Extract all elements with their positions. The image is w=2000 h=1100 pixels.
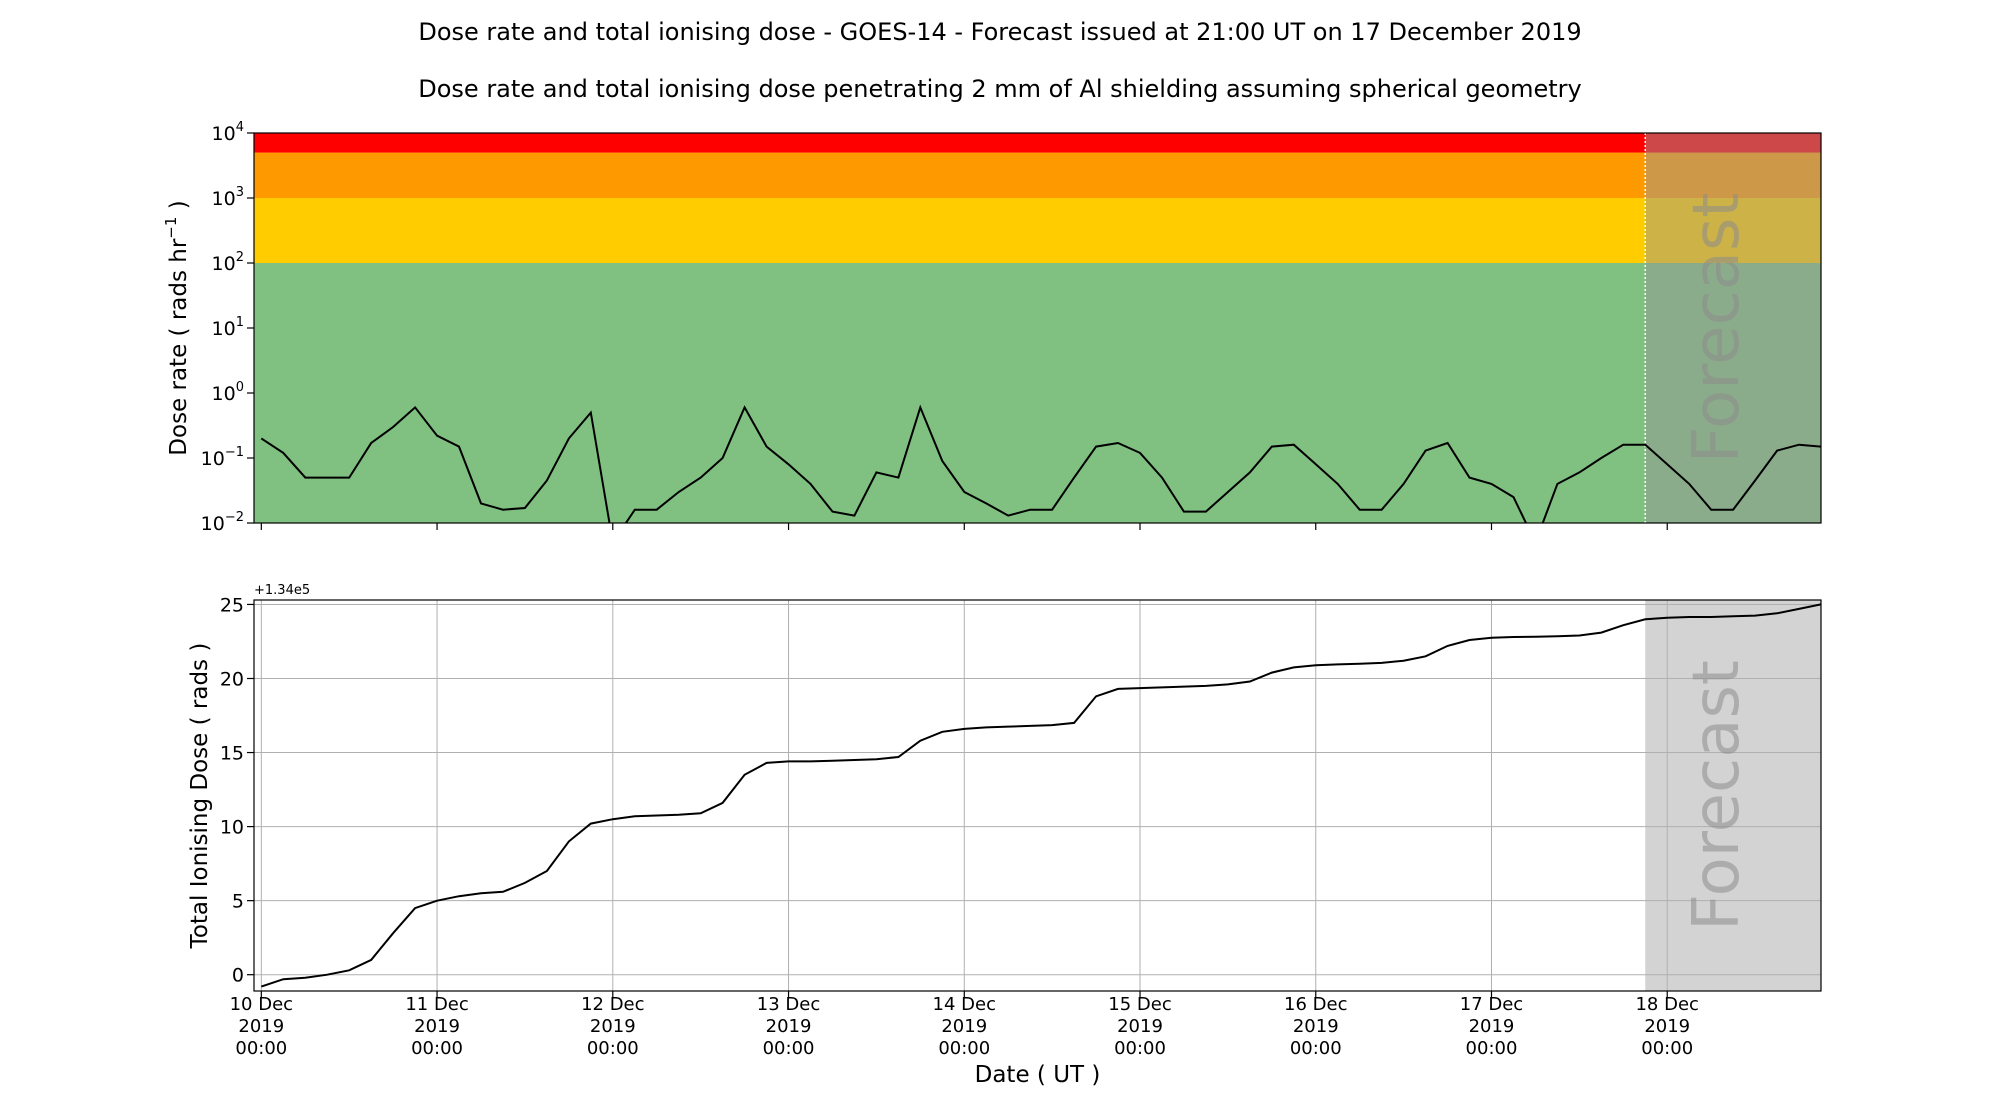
plot-area xyxy=(254,600,1821,991)
x-tick-label: 2019 xyxy=(1644,1016,1690,1037)
plot-area xyxy=(254,133,1821,523)
x-tick-label: 00:00 xyxy=(1114,1038,1166,1059)
y-tick-label: 20 xyxy=(220,668,244,690)
y-tick-label: 100 xyxy=(212,380,244,405)
forecast-label: Forecast xyxy=(1680,193,1754,464)
y-axis-label: Total Ionising Dose ( rads ) xyxy=(187,643,213,950)
x-tick-label: 18 Dec xyxy=(1635,994,1698,1015)
x-tick-label: 14 Dec xyxy=(933,994,996,1015)
x-tick-label: 17 Dec xyxy=(1460,994,1523,1015)
x-tick-label: 2019 xyxy=(941,1016,987,1037)
y-tick-base: 10 xyxy=(201,448,225,470)
y-tick-base: 10 xyxy=(212,188,236,210)
x-tick-label: 00:00 xyxy=(1641,1038,1693,1059)
y-tick-base: 10 xyxy=(212,253,236,275)
y-tick-label: 103 xyxy=(212,185,244,210)
y-tick-label: 5 xyxy=(232,891,244,913)
x-tick-label: 2019 xyxy=(590,1016,636,1037)
x-tick-label: 00:00 xyxy=(1466,1038,1518,1059)
y-tick-label: 15 xyxy=(220,743,244,765)
y-tick-exponent: 2 xyxy=(236,250,244,265)
x-tick-label: 2019 xyxy=(414,1016,460,1037)
y-tick-exponent: 1 xyxy=(236,315,244,330)
data-line xyxy=(260,603,1821,988)
x-tick-label: 15 Dec xyxy=(1108,994,1171,1015)
y-tick-label: 25 xyxy=(220,594,244,616)
plot-frame xyxy=(253,599,1822,992)
level-band xyxy=(254,152,1821,198)
level-band xyxy=(254,198,1821,263)
y-tick-exponent: 4 xyxy=(236,120,244,135)
y-tick-label: 104 xyxy=(212,120,244,145)
chart-subtitle: Dose rate and total ionising dose penetr… xyxy=(418,75,1582,103)
y-tick-label: 102 xyxy=(212,250,244,275)
y-tick-exponent: −2 xyxy=(225,510,244,525)
y-tick-label: 101 xyxy=(212,315,244,340)
y-axis-label-sup: −1 xyxy=(162,217,180,239)
y-tick-label: 0 xyxy=(232,965,244,987)
x-tick-label: 13 Dec xyxy=(757,994,820,1015)
y-axis-label: Dose rate ( rads hr−1 ) xyxy=(162,200,192,455)
chart-title: Dose rate and total ionising dose - GOES… xyxy=(418,18,1581,46)
y-tick-exponent: 3 xyxy=(236,185,244,200)
y-tick-label: 10−2 xyxy=(201,510,244,535)
x-tick-label: 2019 xyxy=(1293,1016,1339,1037)
plot-frame xyxy=(253,132,1822,524)
y-axis-label-text: Dose rate ( rads hr xyxy=(166,238,192,456)
x-tick-label: 2019 xyxy=(238,1016,284,1037)
y-axis-label-end: ) xyxy=(166,200,192,216)
y-tick-base: 10 xyxy=(201,513,225,535)
x-tick-label: 00:00 xyxy=(411,1038,463,1059)
x-tick-label: 11 Dec xyxy=(405,994,468,1015)
x-tick-label: 00:00 xyxy=(1290,1038,1342,1059)
x-tick-label: 2019 xyxy=(1117,1016,1163,1037)
x-tick-label: 2019 xyxy=(1469,1016,1515,1037)
y-tick-exponent: 0 xyxy=(236,380,244,395)
y-tick-base: 10 xyxy=(212,383,236,405)
x-tick-label: 00:00 xyxy=(938,1038,990,1059)
y-tick-exponent: −1 xyxy=(225,445,244,460)
x-tick-label: 10 Dec xyxy=(230,994,293,1015)
level-band xyxy=(254,133,1821,153)
x-axis-label: Date ( UT ) xyxy=(975,1062,1101,1088)
forecast-region xyxy=(1645,600,1821,991)
forecast-label: Forecast xyxy=(1680,660,1754,931)
x-tick-label: 00:00 xyxy=(235,1038,287,1059)
x-tick-label: 16 Dec xyxy=(1284,994,1347,1015)
y-tick-base: 10 xyxy=(212,123,236,145)
x-tick-label: 12 Dec xyxy=(581,994,644,1015)
y-tick-label: 10−1 xyxy=(201,445,244,470)
x-tick-label: 00:00 xyxy=(763,1038,815,1059)
x-tick-label: 00:00 xyxy=(587,1038,639,1059)
data-line xyxy=(260,404,1821,523)
forecast-region xyxy=(1645,133,1821,523)
axis-offset-label: +1.34e5 xyxy=(254,583,310,598)
y-tick-base: 10 xyxy=(212,318,236,340)
x-tick-label: 2019 xyxy=(766,1016,812,1037)
y-tick-label: 10 xyxy=(220,817,244,839)
level-band xyxy=(254,263,1821,523)
